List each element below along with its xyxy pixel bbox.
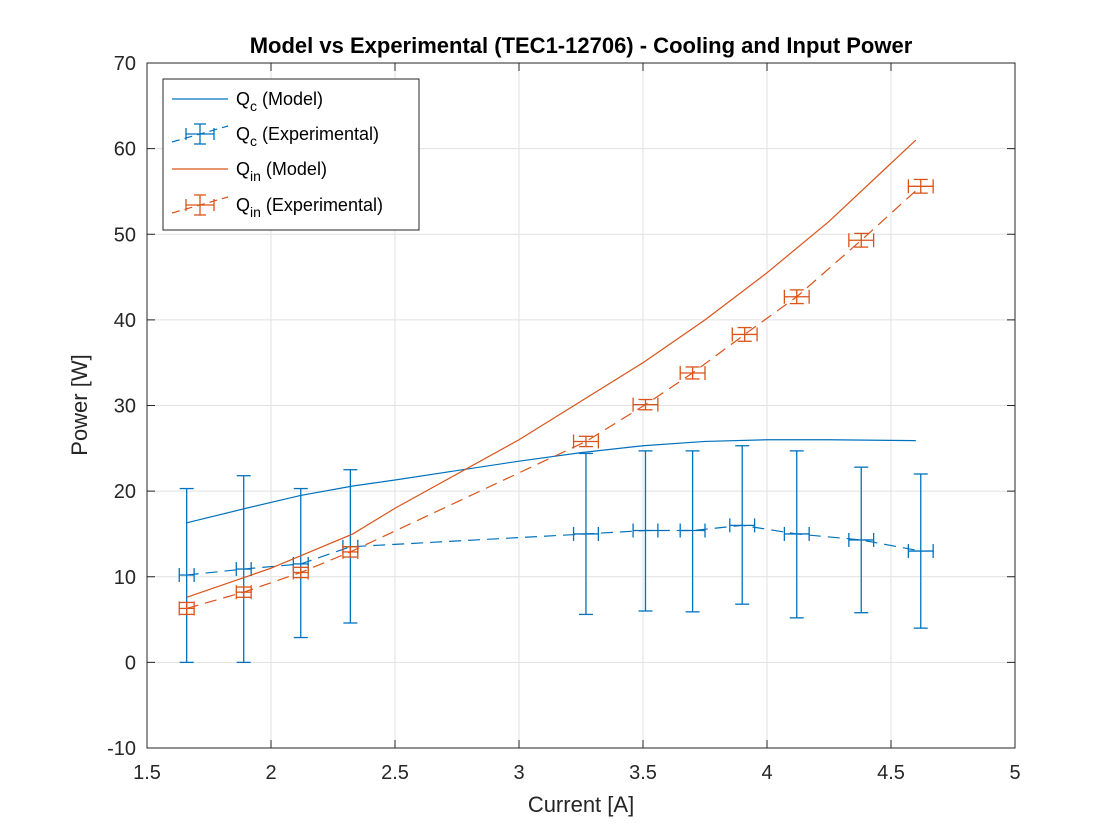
x-tick-label: 2 (265, 762, 276, 784)
y-tick-label: 30 (114, 396, 136, 418)
axis-ticks: 1.5 2 2.5 3 3.5 4 4.5 5 -10 0 10 20 30 40 50 60 70 (107, 53, 1020, 784)
series-layer (178, 139, 934, 664)
y-tick-label: 10 (114, 567, 136, 589)
x-tick-label: 4.5 (877, 762, 905, 784)
legend-label: Qc (Experimental) (236, 124, 379, 149)
series-qin-experimental- (178, 178, 934, 616)
x-axis-label: Current [A] (528, 792, 634, 817)
x-tick-label: 3.5 (629, 762, 657, 784)
series-qin-model- (186, 139, 917, 598)
y-axis-label: Power [W] (67, 354, 92, 455)
legend-label: Qc (Model) (236, 89, 323, 114)
legend-entry: Qin (Experimental) (171, 194, 383, 220)
chart-title: Model vs Experimental (TEC1-12706) - Coo… (250, 33, 913, 58)
series-qc-experimental- (178, 445, 934, 664)
y-tick-label: 60 (114, 139, 136, 161)
y-tick-label: 20 (114, 481, 136, 503)
y-tick-label: 50 (114, 224, 136, 246)
y-tick-label: -10 (107, 738, 136, 760)
legend-entry: Qin (Model) (172, 159, 327, 184)
x-tick-label: 5 (1009, 762, 1020, 784)
y-tick-label: 0 (125, 652, 136, 674)
x-tick-label: 3 (513, 762, 524, 784)
series-line (186, 139, 917, 598)
legend-label: Qin (Experimental) (236, 195, 383, 220)
x-tick-label: 2.5 (381, 762, 409, 784)
y-tick-label: 70 (114, 53, 136, 75)
legend-entry: Qc (Model) (172, 89, 323, 114)
y-tick-label: 40 (114, 310, 136, 332)
legend: Qc (Model) Qc (Experimental) Qin (Model) Qi… (162, 78, 420, 231)
legend-label: Qin (Model) (236, 159, 327, 184)
x-tick-label: 4 (761, 762, 772, 784)
x-tick-label: 1.5 (133, 762, 161, 784)
legend-entry: Qc (Experimental) (171, 123, 379, 149)
